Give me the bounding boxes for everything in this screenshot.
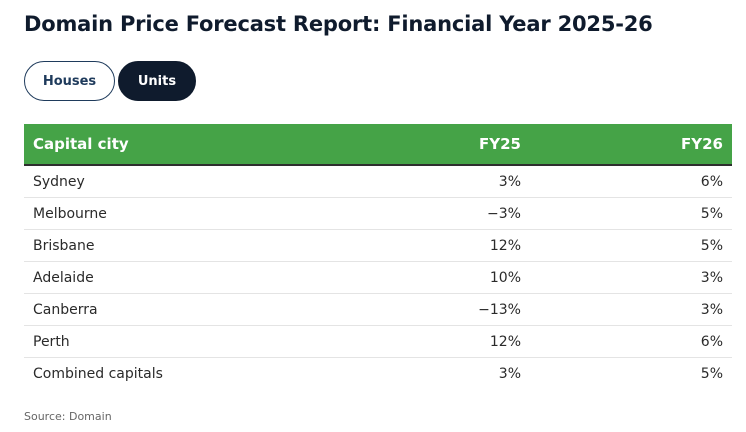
table-row: Brisbane 12% 5% bbox=[24, 230, 732, 262]
forecast-widget: Domain Price Forecast Report: Financial … bbox=[0, 0, 746, 432]
fy26-cell: 3% bbox=[530, 262, 732, 294]
source-note: Source: Domain bbox=[24, 410, 112, 423]
houses-tab[interactable]: Houses bbox=[24, 61, 115, 101]
city-cell: Perth bbox=[24, 326, 312, 358]
fy26-cell: 5% bbox=[530, 230, 732, 262]
header-fy26: FY26 bbox=[530, 124, 732, 165]
fy26-cell: 6% bbox=[530, 326, 732, 358]
fy26-cell: 5% bbox=[530, 198, 732, 230]
forecast-table: Capital city FY25 FY26 Sydney 3% 6% Melb… bbox=[24, 124, 732, 389]
fy25-cell: 12% bbox=[312, 230, 530, 262]
table-row: Sydney 3% 6% bbox=[24, 165, 732, 198]
fy25-cell: −3% bbox=[312, 198, 530, 230]
units-tab[interactable]: Units bbox=[118, 61, 196, 101]
table-row: Combined capitals 3% 5% bbox=[24, 358, 732, 390]
fy25-cell: −13% bbox=[312, 294, 530, 326]
table-row: Adelaide 10% 3% bbox=[24, 262, 732, 294]
fy25-cell: 3% bbox=[312, 358, 530, 390]
page-title: Domain Price Forecast Report: Financial … bbox=[24, 12, 653, 36]
fy26-cell: 6% bbox=[530, 165, 732, 198]
city-cell: Brisbane bbox=[24, 230, 312, 262]
city-cell: Canberra bbox=[24, 294, 312, 326]
fy26-cell: 5% bbox=[530, 358, 732, 390]
fy25-cell: 12% bbox=[312, 326, 530, 358]
city-cell: Melbourne bbox=[24, 198, 312, 230]
fy25-cell: 3% bbox=[312, 165, 530, 198]
city-cell: Combined capitals bbox=[24, 358, 312, 390]
header-capital-city: Capital city bbox=[24, 124, 312, 165]
table-header-row: Capital city FY25 FY26 bbox=[24, 124, 732, 165]
table-row: Perth 12% 6% bbox=[24, 326, 732, 358]
table-row: Canberra −13% 3% bbox=[24, 294, 732, 326]
city-cell: Sydney bbox=[24, 165, 312, 198]
fy26-cell: 3% bbox=[530, 294, 732, 326]
header-fy25: FY25 bbox=[312, 124, 530, 165]
table-row: Melbourne −3% 5% bbox=[24, 198, 732, 230]
fy25-cell: 10% bbox=[312, 262, 530, 294]
property-type-toggle: Houses Units bbox=[24, 61, 196, 101]
city-cell: Adelaide bbox=[24, 262, 312, 294]
